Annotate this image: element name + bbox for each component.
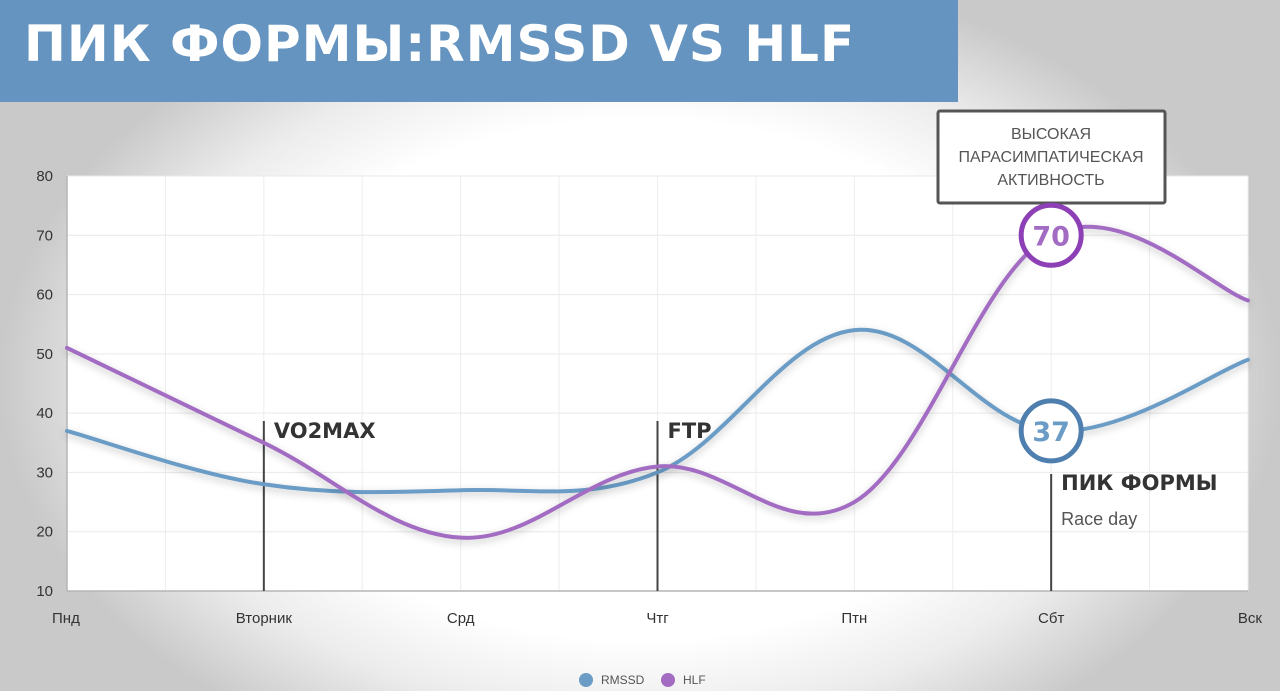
legend-label: HLF (683, 673, 706, 687)
y-tick-label: 20 (36, 524, 53, 541)
y-tick-label: 70 (36, 227, 53, 244)
event-label: VO2MAX (274, 419, 376, 443)
x-tick-label: Пнд (52, 610, 80, 627)
x-tick-label: Птн (841, 610, 867, 627)
event-markers: VO2MAX FTP ПИК ФОРМЫ Race day (262, 419, 1218, 591)
y-tick-label: 10 (36, 583, 53, 600)
callout-box: ВЫСОКАЯ ПАРАСИМПАТИЧЕСКАЯ АКТИВНОСТЬ (936, 109, 1167, 205)
event-label: ПИК ФОРМЫ (1061, 471, 1217, 495)
callout-line: АКТИВНОСТЬ (997, 172, 1104, 189)
highlight-circle (1018, 202, 1084, 268)
callout-line: ВЫСОКАЯ (1011, 126, 1091, 143)
y-axis: 10 20 30 40 50 60 70 80 (36, 168, 68, 600)
x-axis: Пнд Вторник Срд Чтг Птн Сбт Вск (52, 590, 1263, 627)
x-tick-label: Вск (1238, 610, 1263, 627)
y-tick-label: 80 (36, 168, 53, 185)
page-title: ПИК ФОРМЫ:RMSSD VS HLF (24, 15, 856, 73)
y-tick-label: 50 (36, 346, 53, 363)
highlight-label: 37 (1032, 417, 1070, 448)
x-tick-label: Чтг (646, 610, 669, 627)
legend-label: RMSSD (601, 673, 645, 687)
x-tick-label: Вторник (236, 610, 293, 627)
highlight-markers: 70 37 (1018, 202, 1084, 464)
title-banner: ПИК ФОРМЫ:RMSSD VS HLF (0, 0, 958, 102)
legend-swatch-rmssd (579, 673, 593, 687)
callout-line: ПАРАСИМПАТИЧЕСКАЯ (958, 149, 1143, 166)
x-tick-label: Сбт (1038, 610, 1064, 627)
event-label: FTP (668, 419, 712, 443)
highlight-circle (1018, 398, 1084, 464)
highlight-label: 70 (1032, 221, 1070, 252)
x-tick-label: Срд (447, 610, 475, 627)
event-note: Race day (1061, 509, 1137, 529)
y-tick-label: 30 (36, 464, 53, 481)
legend: RMSSD HLF (579, 673, 706, 687)
y-tick-label: 40 (36, 405, 53, 422)
y-tick-label: 60 (36, 287, 53, 304)
legend-swatch-hlf (661, 673, 675, 687)
